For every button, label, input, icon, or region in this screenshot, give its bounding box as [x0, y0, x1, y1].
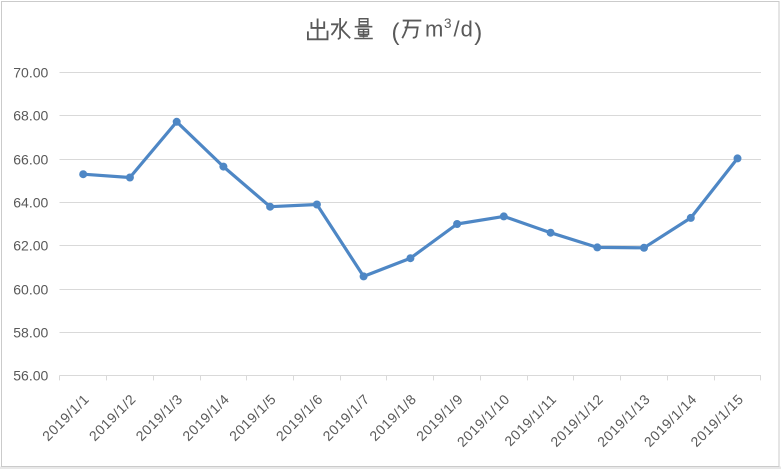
- svg-text:m: m: [425, 16, 443, 41]
- svg-text:3: 3: [444, 16, 452, 31]
- svg-text:64.00: 64.00: [13, 195, 48, 211]
- svg-text:68.00: 68.00: [13, 108, 48, 124]
- svg-text:(: (: [392, 19, 400, 46]
- svg-text:): ): [474, 19, 482, 46]
- svg-text:/d: /d: [454, 16, 474, 41]
- svg-text:60.00: 60.00: [13, 282, 48, 298]
- svg-text:62.00: 62.00: [13, 238, 48, 254]
- svg-text:70.00: 70.00: [13, 65, 48, 81]
- svg-text:58.00: 58.00: [13, 325, 48, 341]
- svg-text:66.00: 66.00: [13, 152, 48, 168]
- svg-text:56.00: 56.00: [13, 368, 48, 384]
